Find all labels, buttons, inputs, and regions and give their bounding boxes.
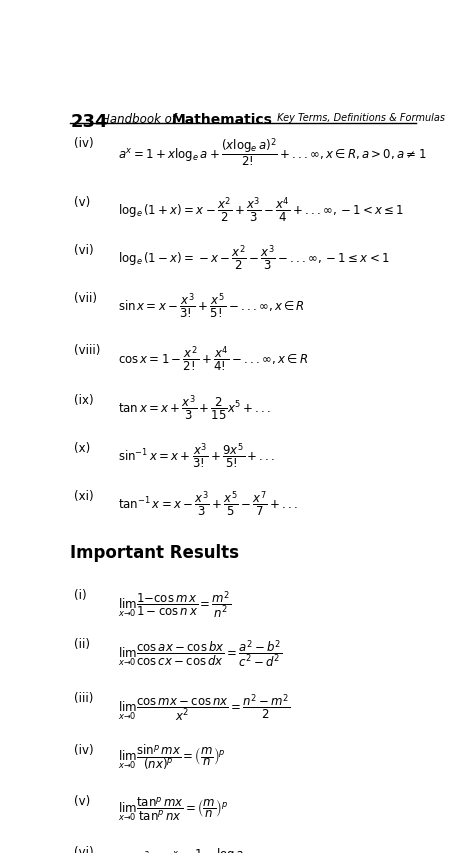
Text: (vi): (vi) — [74, 244, 93, 257]
Text: Handbook of: Handbook of — [101, 113, 180, 126]
Text: (viii): (viii) — [74, 344, 100, 357]
Text: $\lim_{x\to 0}\dfrac{\tan^p mx}{\tan^p nx} = \left(\dfrac{m}{n}\right)^p$: $\lim_{x\to 0}\dfrac{\tan^p mx}{\tan^p n… — [118, 794, 228, 822]
Text: (vii): (vii) — [74, 292, 97, 305]
Text: $\cos x = 1 - \dfrac{x^2}{2!} + \dfrac{x^4}{4!} - ...\infty, x\in R$: $\cos x = 1 - \dfrac{x^2}{2!} + \dfrac{x… — [118, 344, 309, 374]
Text: Key Terms, Definitions & Formulas: Key Terms, Definitions & Formulas — [274, 113, 445, 123]
Text: (xi): (xi) — [74, 490, 93, 502]
Text: (ii): (ii) — [74, 638, 90, 651]
Text: (v): (v) — [74, 195, 90, 209]
Text: $\sin x = x - \dfrac{x^3}{3!} + \dfrac{x^5}{5!} - ...\infty, x\in R$: $\sin x = x - \dfrac{x^3}{3!} + \dfrac{x… — [118, 292, 305, 321]
Text: $\tan^{-1} x = x - \dfrac{x^3}{3} + \dfrac{x^5}{5} - \dfrac{x^7}{7} +...$: $\tan^{-1} x = x - \dfrac{x^3}{3} + \dfr… — [118, 490, 298, 519]
Text: (iv): (iv) — [74, 136, 93, 149]
Text: (iii): (iii) — [74, 692, 93, 705]
Text: (ix): (ix) — [74, 393, 93, 406]
Text: Mathematics: Mathematics — [171, 113, 272, 127]
Text: $\sin^{-1} x = x + \dfrac{x^3}{3!} + \dfrac{9x^5}{5!} +...$: $\sin^{-1} x = x + \dfrac{x^3}{3!} + \df… — [118, 441, 275, 471]
Text: $\lim_{x\to 0}\dfrac{1-\cos m\,x}{1-\cos n\,x} = \dfrac{m^2}{n^2}$: $\lim_{x\to 0}\dfrac{1-\cos m\,x}{1-\cos… — [118, 589, 232, 620]
Text: $\lim_{x\to 0}\dfrac{\cos mx - \cos nx}{x^2} = \dfrac{n^2-m^2}{2}$: $\lim_{x\to 0}\dfrac{\cos mx - \cos nx}{… — [118, 692, 291, 723]
Text: $\log_e (1+x) = x - \dfrac{x^2}{2} + \dfrac{x^3}{3} - \dfrac{x^4}{4} + ...\infty: $\log_e (1+x) = x - \dfrac{x^2}{2} + \df… — [118, 195, 404, 225]
Text: $a^x = 1 + x\log_e a + \dfrac{(x\log_e a)^2}{2!} + ...\infty, x\in R, a>0, a\neq: $a^x = 1 + x\log_e a + \dfrac{(x\log_e a… — [118, 136, 427, 169]
Text: (i): (i) — [74, 589, 87, 601]
Text: Important Results: Important Results — [70, 543, 239, 562]
Text: $\lim_{x\to 0}\dfrac{\sin^p mx}{(nx)^p} = \left(\dfrac{m}{n}\right)^p$: $\lim_{x\to 0}\dfrac{\sin^p mx}{(nx)^p} … — [118, 743, 226, 771]
Text: $\log_e (1-x) = -x - \dfrac{x^2}{2} - \dfrac{x^3}{3} - ...\infty, -1 \leq x < 1$: $\log_e (1-x) = -x - \dfrac{x^2}{2} - \d… — [118, 244, 390, 273]
Text: (x): (x) — [74, 441, 90, 455]
Text: (v): (v) — [74, 794, 90, 807]
Text: $\lim_{x\to 0}\dfrac{\cos ax - \cos bx}{\cos cx - \cos dx} = \dfrac{a^2-b^2}{c^2: $\lim_{x\to 0}\dfrac{\cos ax - \cos bx}{… — [118, 638, 283, 669]
Text: $\lim_{x\to a}\dfrac{x^a - a^x}{x^x - a^a} = \dfrac{1-\log a}{1+\log a}$: $\lim_{x\to a}\dfrac{x^a - a^x}{x^x - a^… — [118, 845, 245, 853]
Text: (iv): (iv) — [74, 743, 93, 756]
Text: (vi): (vi) — [74, 845, 93, 853]
Text: $\tan x = x + \dfrac{x^3}{3} + \dfrac{2}{15}x^5 +...$: $\tan x = x + \dfrac{x^3}{3} + \dfrac{2}… — [118, 393, 272, 422]
Text: 234: 234 — [70, 113, 108, 131]
